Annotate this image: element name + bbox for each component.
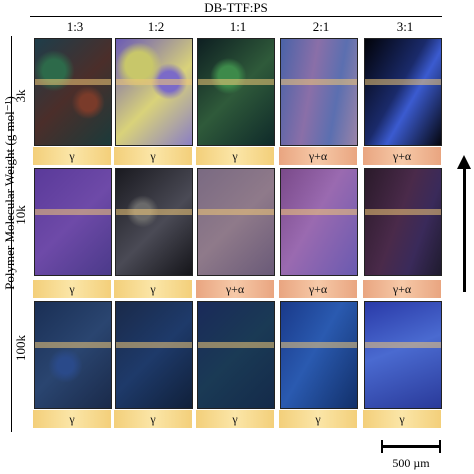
phase-10k-2-1: γ+α — [279, 280, 357, 298]
micrograph-100k-3-1 — [364, 301, 442, 409]
micrograph-3k-3-1 — [364, 38, 442, 146]
column-header-2: 1:2 — [147, 19, 165, 34]
micrograph-3k-2-1 — [280, 38, 358, 146]
micrograph-100k-1-1 — [197, 301, 275, 409]
phase-100k-1-2: γ — [114, 410, 192, 428]
micrograph-10k-1-2 — [115, 168, 193, 276]
micrograph-10k-1-1 — [197, 168, 275, 276]
phase-100k-1-1: γ — [196, 410, 274, 428]
micrograph-100k-1-3 — [34, 301, 112, 409]
micrograph-3k-1-1 — [197, 38, 275, 146]
row-label-100k: 100k — [13, 335, 28, 361]
phase-10k-1-1: γ+α — [196, 280, 274, 298]
scale-bar-label: 500 µm — [392, 456, 430, 470]
phase-3k-2-1: γ+α — [279, 147, 357, 165]
column-header-1: 1:3 — [66, 19, 84, 34]
phase-3k-1-1: γ — [196, 147, 274, 165]
phase-3k-1-3: γ — [33, 147, 111, 165]
micrograph-100k-2-1 — [280, 301, 358, 409]
phase-10k-3-1: γ+α — [363, 280, 441, 298]
phase-10k-1-2: γ — [114, 280, 192, 298]
row-label-3k: 3k — [13, 89, 28, 103]
micrograph-10k-3-1 — [364, 168, 442, 276]
figure-title: DB-TTF:PS — [204, 0, 268, 15]
phase-10k-1-3: γ — [33, 280, 111, 298]
row-label-10k: 10k — [13, 205, 28, 225]
phase-3k-1-2: γ — [114, 147, 192, 165]
micrograph-3k-1-2 — [115, 38, 193, 146]
micrograph-3k-1-3 — [34, 38, 112, 146]
micrograph-100k-1-2 — [115, 301, 193, 409]
title-underline — [30, 16, 442, 17]
y-axis-title: Polymer Molecular Weight (g mol⁻¹) — [2, 96, 17, 290]
micrograph-10k-2-1 — [280, 168, 358, 276]
column-header-4: 2:1 — [312, 19, 330, 34]
column-header-5: 3:1 — [396, 19, 414, 34]
column-header-3: 1:1 — [229, 19, 247, 34]
phase-100k-1-3: γ — [33, 410, 111, 428]
y-axis-line — [11, 36, 12, 432]
micrograph-10k-1-3 — [34, 168, 112, 276]
phase-100k-2-1: γ — [279, 410, 357, 428]
phase-3k-3-1: γ+α — [363, 147, 441, 165]
phase-100k-3-1: γ — [363, 410, 441, 428]
